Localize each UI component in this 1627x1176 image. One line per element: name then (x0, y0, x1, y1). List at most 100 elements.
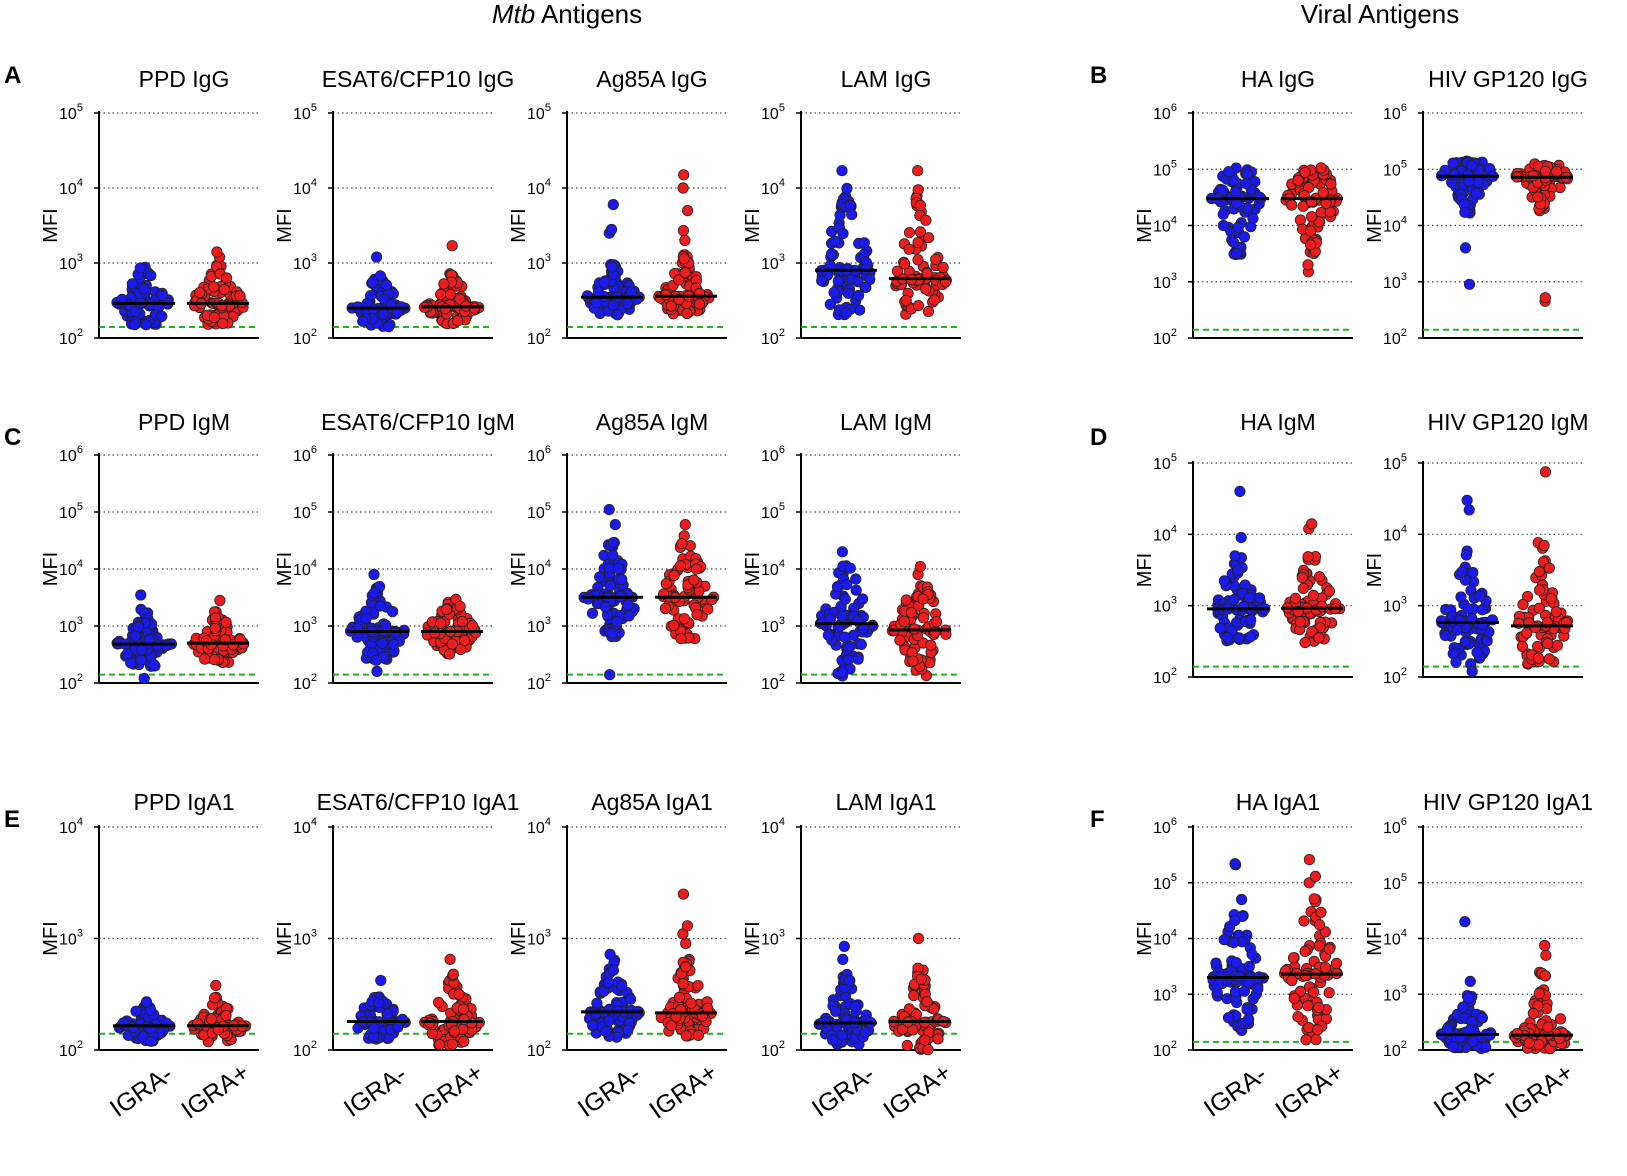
data-point (1299, 636, 1311, 649)
chart-title: PPD IgM (138, 409, 230, 435)
data-point (836, 546, 849, 558)
tick-exp: 2 (311, 327, 317, 339)
data-point (1230, 247, 1243, 260)
y-tick-label: 103 (527, 928, 551, 949)
data-point (211, 246, 223, 258)
data-point (135, 589, 147, 601)
tick-exp: 6 (779, 444, 785, 456)
y-axis-label: MFI (508, 921, 530, 955)
data-point (380, 279, 393, 291)
data-point (1243, 960, 1255, 973)
y-tick-label: 102 (1153, 1039, 1177, 1060)
data-point (937, 261, 949, 273)
series-igra-neg (583, 948, 645, 1043)
tick-exp: 5 (77, 102, 83, 114)
tick-exp: 4 (311, 816, 317, 828)
series-igra-pos (657, 518, 720, 645)
data-point (386, 605, 399, 618)
tick-exp: 4 (1171, 928, 1177, 940)
data-point (1456, 566, 1468, 578)
panel-letter-a: A (4, 62, 21, 89)
data-point (1467, 566, 1479, 579)
tick-base: 10 (1383, 275, 1401, 292)
y-tick-label: 103 (1383, 595, 1407, 616)
data-point (129, 630, 141, 642)
y-tick-label: 102 (1153, 666, 1177, 687)
y-tick-label: 105 (761, 102, 785, 123)
data-point (1435, 615, 1448, 627)
series-igra-pos (655, 888, 717, 1042)
y-tick-label: 105 (59, 102, 83, 123)
tick-exp: 4 (545, 816, 551, 828)
data-point (156, 310, 168, 322)
data-point (1302, 551, 1314, 563)
tick-base: 10 (1153, 331, 1171, 348)
y-tick-label: 102 (527, 327, 551, 348)
data-point (919, 1034, 931, 1046)
y-tick-label: 103 (1383, 271, 1407, 292)
series-igra-pos (886, 560, 952, 682)
data-point (1313, 571, 1326, 583)
data-point (900, 594, 912, 606)
data-point (130, 305, 142, 318)
tick-exp: 2 (77, 672, 83, 684)
chart-title: HA IgG (1241, 66, 1315, 92)
data-point (679, 234, 691, 246)
data-point (907, 655, 919, 667)
data-point (1457, 1001, 1469, 1013)
data-point (434, 1039, 446, 1051)
data-point (1539, 970, 1551, 982)
data-point (447, 968, 459, 980)
data-point (912, 932, 925, 945)
data-point (206, 1013, 218, 1025)
panel-letter-f: F (1090, 806, 1105, 833)
data-point (665, 1020, 677, 1032)
data-point (681, 307, 693, 320)
data-point (677, 978, 689, 990)
y-axis-label: MFI (742, 921, 764, 955)
y-tick-label: 106 (1383, 816, 1407, 837)
tick-exp: 2 (545, 1039, 551, 1051)
data-point (850, 584, 862, 596)
data-point (586, 607, 599, 619)
data-point (914, 226, 927, 238)
data-point (1306, 626, 1318, 638)
data-point (457, 1003, 469, 1015)
data-point (374, 270, 386, 282)
y-axis-label: MFI (508, 552, 530, 586)
tick-exp: 4 (1401, 215, 1407, 227)
data-point (210, 979, 222, 992)
data-point (1292, 174, 1304, 186)
data-point (586, 1019, 599, 1032)
tick-base: 10 (59, 1043, 77, 1060)
data-point (446, 638, 458, 650)
data-point (825, 248, 838, 260)
mtb-italic: Mtb (492, 0, 535, 29)
tick-base: 10 (293, 820, 311, 837)
y-tick-label: 105 (293, 501, 317, 522)
data-point (1294, 616, 1306, 628)
y-axis-label: MFI (274, 921, 296, 955)
data-point (1323, 987, 1335, 999)
data-point (1228, 593, 1240, 606)
tick-exp: 3 (779, 615, 785, 627)
y-tick-label: 102 (293, 327, 317, 348)
data-point (607, 537, 619, 549)
data-point (1476, 1011, 1488, 1024)
series-igra-pos (653, 169, 715, 320)
series-igra-neg (113, 996, 176, 1047)
y-tick-label: 105 (1153, 452, 1177, 473)
data-point (836, 610, 848, 622)
data-point (912, 237, 924, 249)
series-igra-neg (1212, 485, 1271, 647)
tick-base: 10 (527, 619, 545, 636)
data-point (1323, 943, 1336, 955)
data-point (611, 616, 623, 628)
tick-exp: 4 (779, 558, 785, 570)
tick-exp: 2 (1171, 327, 1177, 339)
data-point (1538, 539, 1550, 552)
data-point (1235, 531, 1247, 544)
data-point (685, 997, 697, 1009)
